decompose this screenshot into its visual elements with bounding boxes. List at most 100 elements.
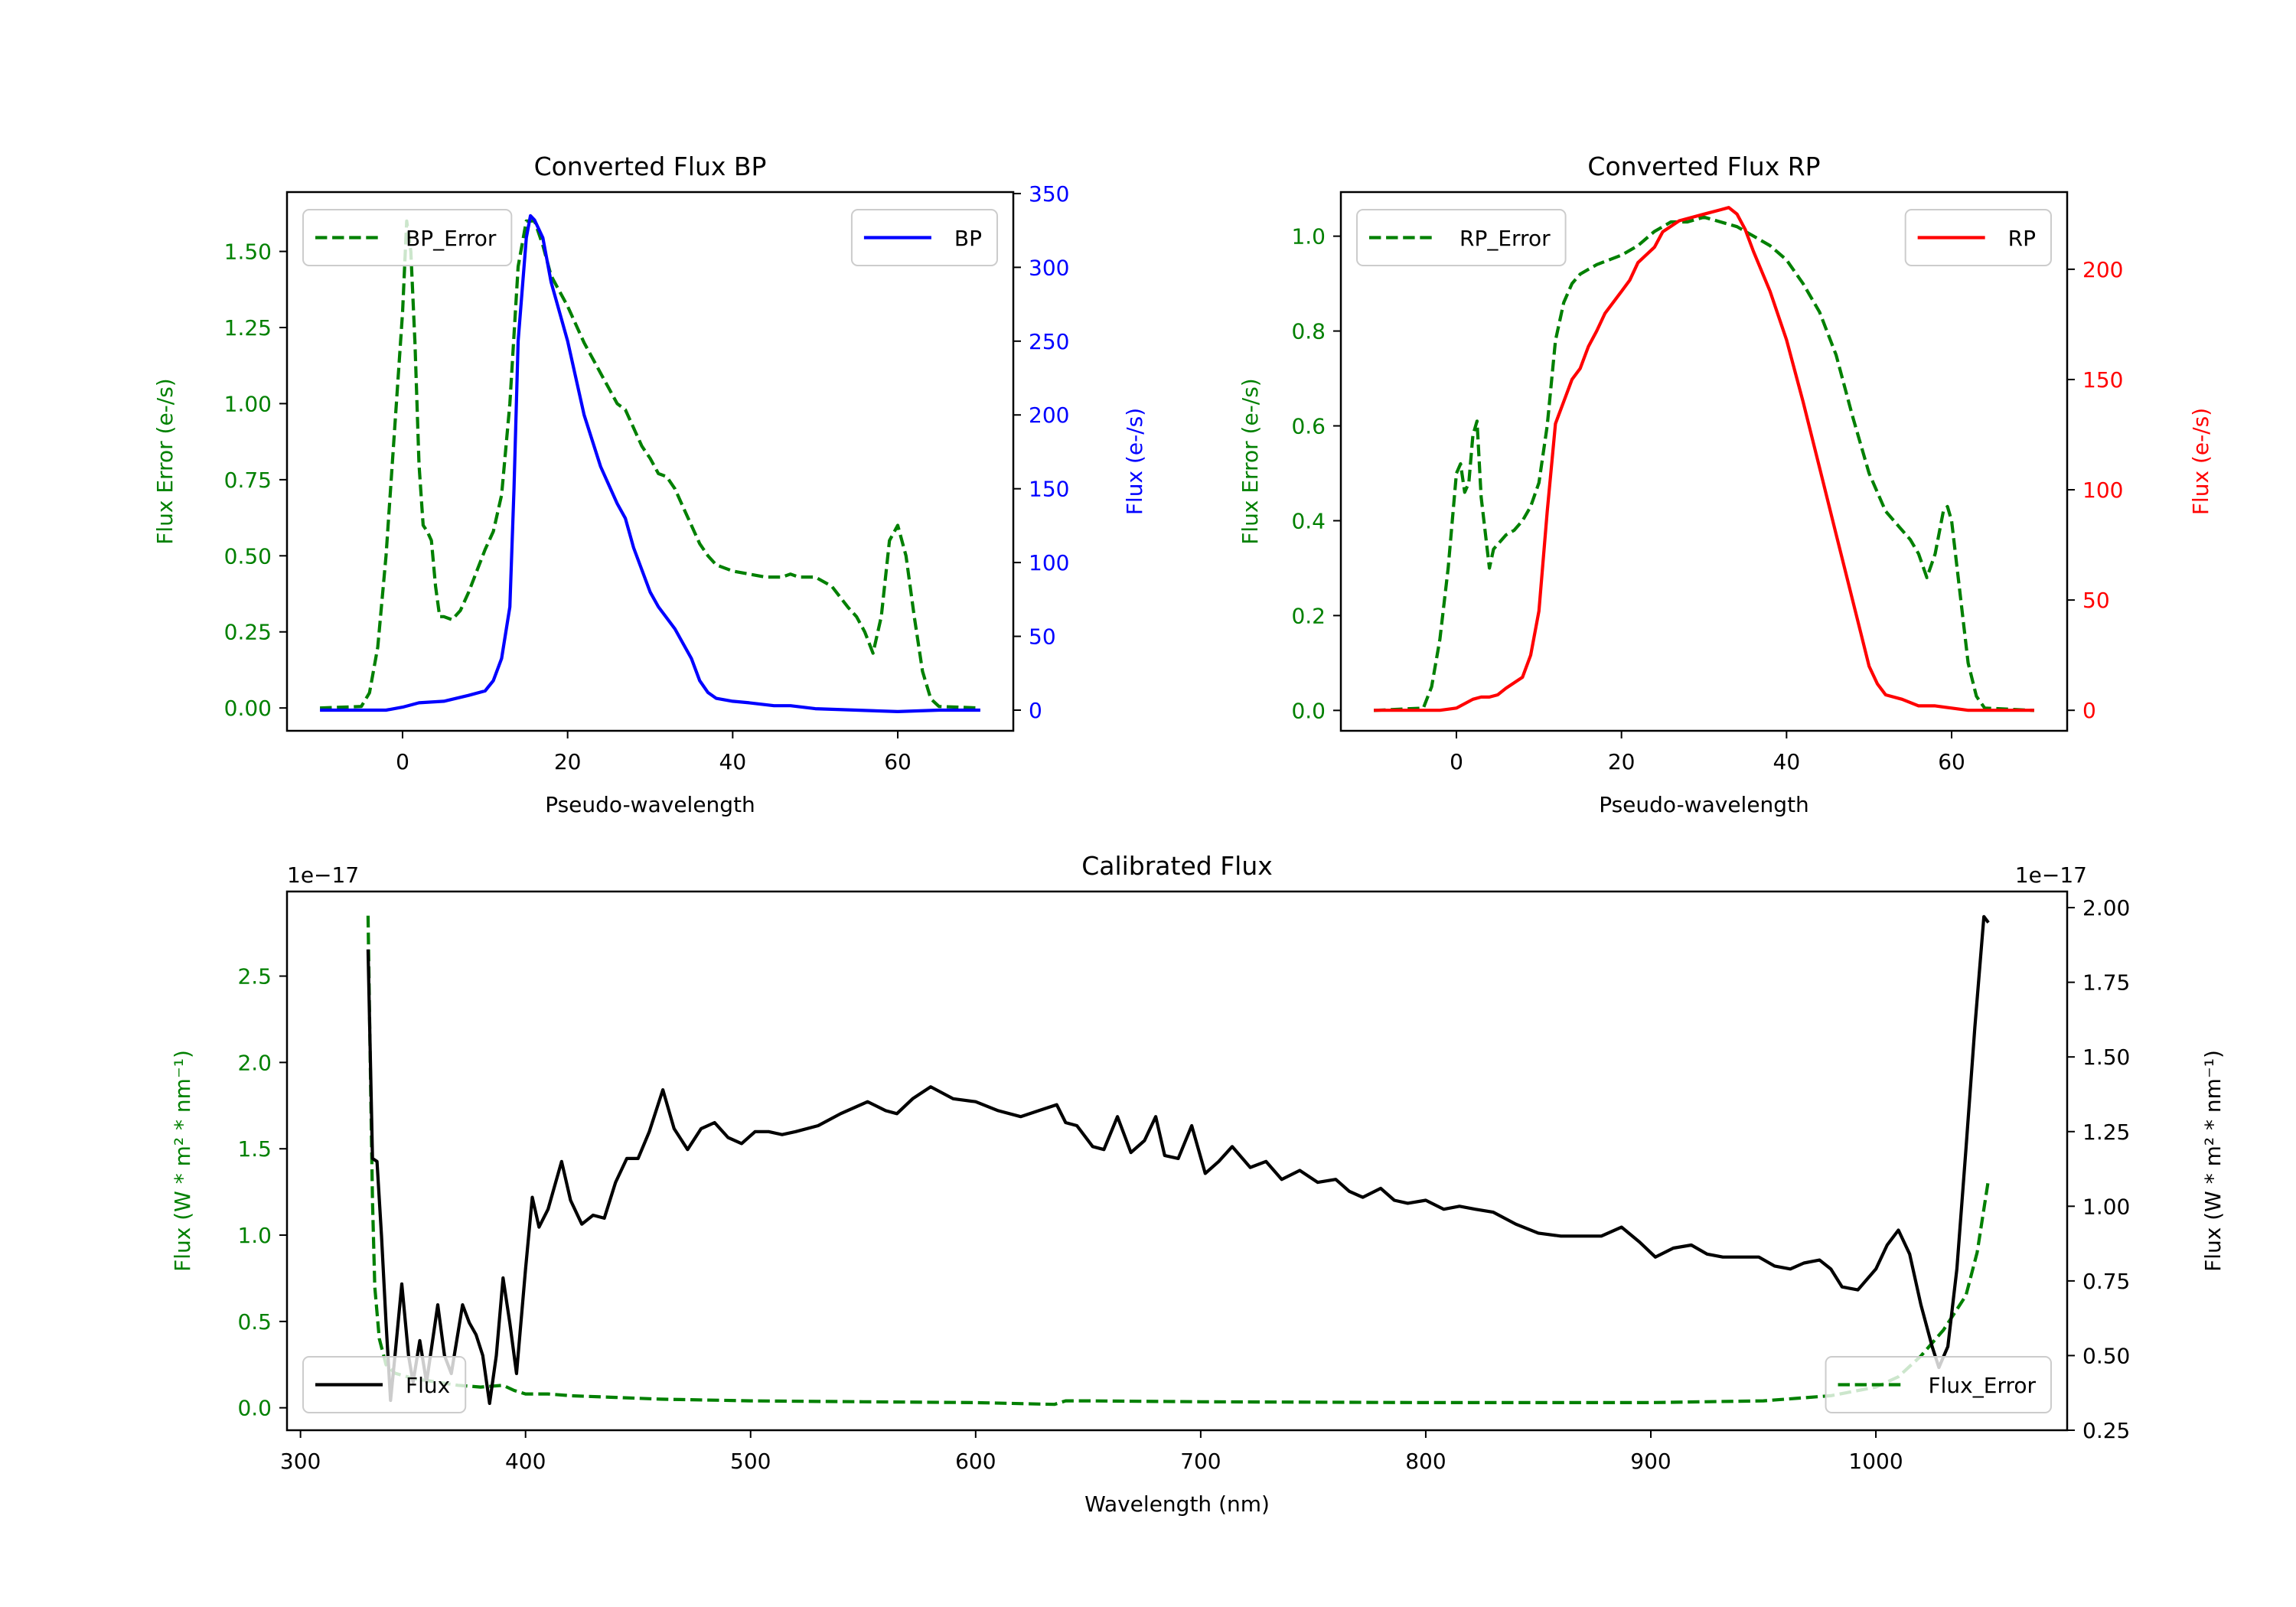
y-left-tick-label: 1.25: [224, 315, 272, 341]
legend-bp: BP: [850, 209, 998, 266]
x-tick-label: 60: [884, 749, 912, 774]
legend-flux: Flux: [302, 1356, 467, 1413]
x-axis-label: Pseudo-wavelength: [545, 792, 755, 817]
calibrated-flux-panel: Calibrated Flux 300 400 500 600 700 800 900 1000…: [170, 851, 2226, 1517]
y-left-axis-label: Flux Error (e-/s): [152, 378, 178, 544]
y-left-tick-label: 0.75: [224, 468, 272, 493]
y-left-tick-label: 1.00: [224, 391, 272, 416]
legend-rp-error: RP_Error: [1356, 209, 1567, 266]
y-right-tick-label: 250: [1029, 329, 1069, 354]
x-tick-label: 20: [554, 749, 582, 774]
y-left-tick-label: 2.0: [237, 1050, 272, 1075]
series-line-flux: [366, 914, 1990, 1405]
y-right-axis-label: Flux (e-/s): [1122, 408, 1147, 515]
legend-rp: RP: [1904, 209, 2052, 266]
plot-area: [320, 214, 980, 713]
x-tick-label: 40: [1773, 749, 1801, 774]
y-right-tick-label: 1.50: [2082, 1045, 2130, 1070]
y-right-tick-label: 300: [1029, 255, 1069, 280]
series-line-bp-error: [320, 219, 980, 710]
y-left-offset-label: 1e−17: [287, 862, 359, 888]
x-tick-label: 20: [1608, 749, 1636, 774]
series-line-bp: [320, 214, 980, 713]
y-right-axis-label: Flux (W * m² * nm⁻¹): [2200, 1050, 2226, 1272]
y-right-tick-label: 150: [2082, 367, 2123, 393]
x-tick-label: 800: [1405, 1449, 1446, 1474]
y-right-tick-label: 0: [1029, 698, 1042, 723]
chart-title: Converted Flux RP: [1587, 152, 1820, 181]
y-right-tick-label: 0: [2082, 698, 2096, 723]
y-left-tick-label: 0.2: [1291, 603, 1326, 628]
x-tick-label: 1000: [1848, 1449, 1903, 1474]
y-right-tick-label: 200: [1029, 403, 1069, 428]
x-tick-label: 600: [955, 1449, 996, 1474]
x-tick-label: 0: [396, 749, 409, 774]
x-tick-label: 0: [1450, 749, 1463, 774]
x-tick-label: 60: [1938, 749, 1965, 774]
chart-title: Calibrated Flux: [1081, 851, 1273, 881]
y-left-tick-label: 1.0: [237, 1223, 272, 1248]
y-right-tick-label: 0.25: [2082, 1418, 2130, 1443]
y-left-tick-label: 0.8: [1291, 319, 1326, 344]
x-axis-label: Wavelength (nm): [1084, 1491, 1270, 1517]
y-left-tick-label: 0.00: [224, 696, 272, 721]
y-left-tick-label: 1.50: [224, 240, 272, 265]
y-right-tick-label: 1.75: [2082, 970, 2130, 996]
legend-flux-error: Flux_Error: [1825, 1356, 2052, 1413]
chart-title: Converted Flux BP: [534, 152, 767, 181]
y-right-axis-label: Flux (e-/s): [2188, 408, 2213, 515]
y-left-tick-label: 1.0: [1291, 224, 1326, 249]
y-left-tick-label: 0.6: [1291, 414, 1326, 439]
legend-label: Flux_Error: [1929, 1373, 2037, 1398]
plot-area: [1373, 206, 2035, 712]
y-right-tick-label: 50: [2082, 588, 2110, 613]
x-axis-label: Pseudo-wavelength: [1599, 792, 1809, 817]
y-right-tick-label: 50: [1029, 624, 1056, 650]
y-left-axis-label: Flux Error (e-/s): [1238, 378, 1263, 544]
y-left-tick-label: 0.4: [1291, 508, 1326, 533]
series-line-rp-error: [1373, 215, 2035, 712]
legend-box: [1825, 1356, 2052, 1413]
x-tick-label: 40: [719, 749, 747, 774]
axes-frame: [1339, 191, 2069, 732]
legend-box: [1356, 209, 1567, 266]
y-left-axis-label: Flux (W * m² * nm⁻¹): [170, 1050, 195, 1272]
x-tick-label: 700: [1180, 1449, 1221, 1474]
y-left-tick-label: 2.5: [237, 964, 272, 989]
y-right-tick-label: 0.50: [2082, 1343, 2130, 1368]
legend-label: BP: [954, 226, 982, 251]
y-left-tick-label: 0.50: [224, 543, 272, 569]
x-tick-label: 500: [730, 1449, 771, 1474]
legend-label: Flux: [406, 1373, 450, 1398]
legend-label: BP_Error: [406, 226, 497, 251]
y-right-tick-label: 1.25: [2082, 1120, 2130, 1145]
axes-frame: [285, 191, 1015, 732]
y-right-tick-label: 0.75: [2082, 1269, 2130, 1294]
legend-box: [302, 209, 513, 266]
y-right-tick-label: 350: [1029, 181, 1069, 207]
y-left-tick-label: 0.0: [1291, 698, 1326, 723]
y-right-offset-label: 1e−17: [2015, 862, 2087, 888]
series-line-rp: [1374, 206, 2034, 712]
y-right-tick-label: 2.00: [2082, 895, 2130, 921]
x-tick-label: 400: [505, 1449, 546, 1474]
y-left-tick-label: 0.0: [237, 1396, 272, 1421]
y-left-tick-label: 0.5: [237, 1309, 272, 1335]
legend-label: RP_Error: [1459, 226, 1551, 251]
legend-bp-error: BP_Error: [302, 209, 513, 266]
y-left-tick-label: 1.5: [237, 1136, 272, 1162]
bp-flux-panel: Converted Flux BP 0 20 40 60 Pseudo-wavelengt…: [152, 152, 1147, 817]
legend-label: RP: [2008, 226, 2036, 251]
axes-frame: [285, 890, 2069, 1432]
y-right-tick-label: 1.00: [2082, 1194, 2130, 1219]
rp-flux-panel: Converted Flux RP 0 20 40 60 Pseudo-wavelengt…: [1238, 152, 2213, 817]
y-right-tick-label: 150: [1029, 477, 1069, 502]
legend-box: [302, 1356, 467, 1413]
y-right-tick-label: 100: [2082, 478, 2123, 503]
x-tick-label: 900: [1630, 1449, 1671, 1474]
x-tick-label: 300: [280, 1449, 321, 1474]
y-right-tick-label: 100: [1029, 550, 1069, 575]
y-right-tick-label: 200: [2082, 257, 2123, 282]
